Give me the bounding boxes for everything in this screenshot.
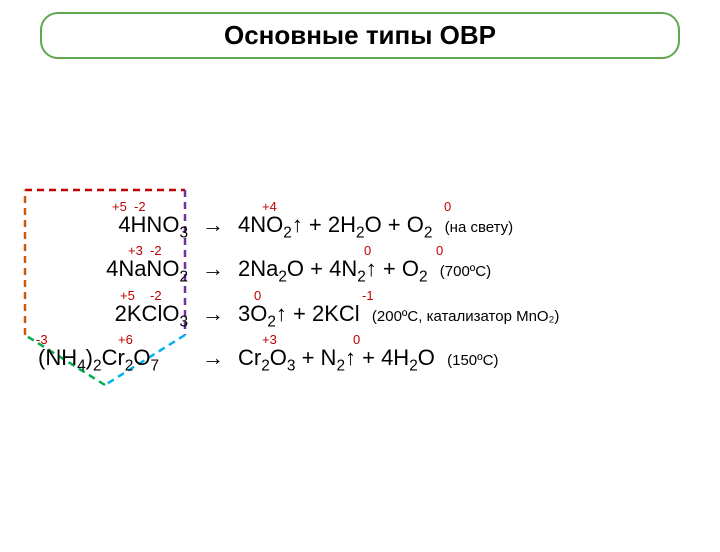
- arrow: →: [188, 256, 238, 282]
- equation-row: +3 -2 4NaNO2 → 0 0 2Na2O + 4N2↑ + O2 (70…: [38, 256, 700, 286]
- ox-state: -2: [134, 200, 146, 213]
- arrow: →: [188, 212, 238, 238]
- rhs: +3 0 Cr2O3 + N2↑ + 4H2O (150ºС): [238, 345, 700, 375]
- lhs: +5 -2 2KClO3: [38, 301, 188, 331]
- equation-block: +5 -2 4HNO3 → +4 0 4NO2↑ + 2H2O + O2 (на…: [38, 212, 700, 380]
- ox-state: +3: [128, 244, 143, 257]
- equation-row: +5 -2 2KClO3 → 0 -1 3O2↑ + 2KCl (200ºС, …: [38, 301, 700, 331]
- ox-state: +3: [262, 333, 277, 346]
- equation-row: +5 -2 4HNO3 → +4 0 4NO2↑ + 2H2O + O2 (на…: [38, 212, 700, 242]
- equation-row: -3 +6 (NH4)2Cr2O7 → +3 0 Cr2O3 + N2↑ + 4…: [38, 345, 700, 375]
- condition: (на свету): [445, 219, 513, 236]
- lhs: -3 +6 (NH4)2Cr2O7: [38, 345, 188, 375]
- ox-state: +5: [120, 289, 135, 302]
- ox-state: 0: [364, 244, 371, 257]
- ox-state: -1: [362, 289, 374, 302]
- ox-state: +5: [112, 200, 127, 213]
- ox-state: -3: [36, 333, 48, 346]
- ox-state: +4: [262, 200, 277, 213]
- ox-state: -2: [150, 244, 162, 257]
- ox-state: 0: [254, 289, 261, 302]
- ox-state: 0: [353, 333, 360, 346]
- rhs: 0 0 2Na2O + 4N2↑ + O2 (700ºС): [238, 256, 700, 286]
- arrow: →: [188, 301, 238, 327]
- condition: (150ºС): [447, 352, 498, 369]
- rhs: +4 0 4NO2↑ + 2H2O + O2 (на свету): [238, 212, 700, 242]
- ox-state: -2: [150, 289, 162, 302]
- ox-state: +6: [118, 333, 133, 346]
- lhs: +5 -2 4HNO3: [38, 212, 188, 242]
- ox-state: 0: [436, 244, 443, 257]
- ox-state: 0: [444, 200, 451, 213]
- lhs: +3 -2 4NaNO2: [38, 256, 188, 286]
- rhs: 0 -1 3O2↑ + 2KCl (200ºС, катализатор MnO…: [238, 301, 700, 331]
- condition: (700ºС): [440, 263, 491, 280]
- condition: (200ºС, катализатор MnO₂): [372, 308, 560, 325]
- page-title: Основные типы ОВР: [40, 12, 680, 59]
- arrow: →: [188, 345, 238, 371]
